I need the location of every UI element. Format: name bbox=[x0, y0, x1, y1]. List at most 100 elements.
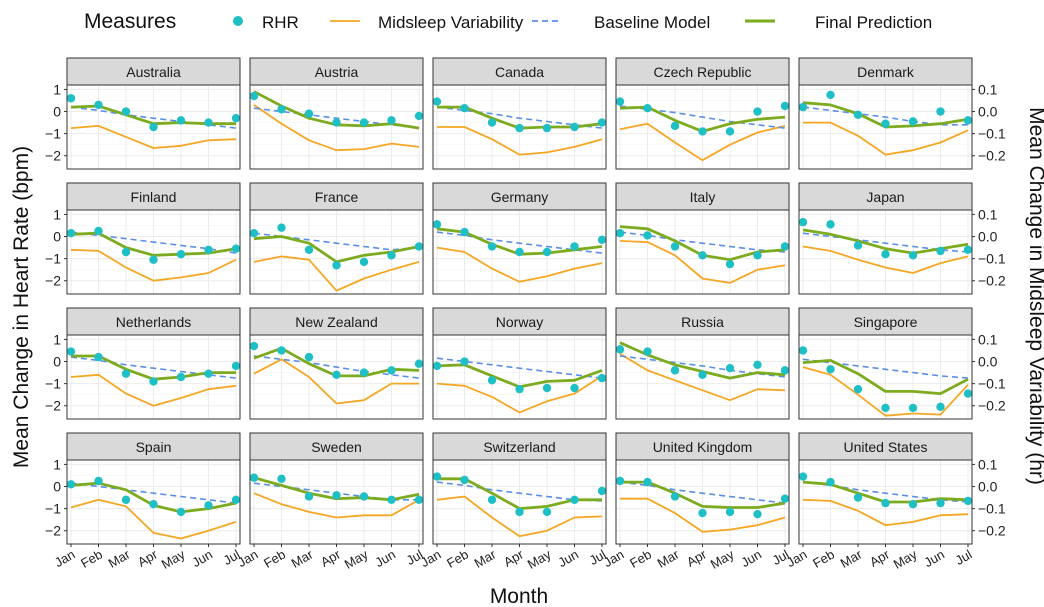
facet-strip bbox=[432, 182, 607, 211]
x-tick-label: Apr bbox=[501, 546, 527, 569]
series-baseline-model bbox=[70, 106, 237, 129]
y-tick-label-right: 0.0 bbox=[978, 479, 998, 495]
series-baseline-model bbox=[253, 232, 420, 251]
rhr-point-jul bbox=[414, 359, 424, 368]
rhr-point-may bbox=[542, 247, 552, 257]
rhr-point-jul bbox=[414, 111, 424, 121]
panel-border bbox=[432, 84, 607, 170]
x-tick-label: May bbox=[342, 546, 371, 572]
series-midsleep-variability bbox=[70, 248, 237, 282]
rhr-point-jun bbox=[570, 495, 579, 504]
rhr-point-mar bbox=[121, 247, 131, 257]
series-final-prediction bbox=[802, 358, 969, 396]
facet-strip bbox=[249, 432, 424, 461]
series-midsleep-variability bbox=[802, 498, 969, 527]
x-tick-label: Apr bbox=[684, 546, 710, 569]
panel-italy: Italy bbox=[615, 182, 790, 295]
y-tick-label-right: 0.1 bbox=[978, 81, 998, 97]
y-axis-title-left: Mean Change in Heart Rate (bpm) bbox=[10, 146, 33, 468]
y-tick-label-right: 0.1 bbox=[978, 331, 998, 347]
facet-strip bbox=[66, 182, 241, 211]
rhr-point-feb bbox=[643, 347, 652, 356]
series-midsleep-variability bbox=[436, 375, 603, 414]
rhr-point-jan bbox=[798, 102, 808, 112]
rhr-point-mar bbox=[670, 121, 680, 131]
rhr-point-jun bbox=[204, 118, 213, 127]
legend-label-midsleep-variability: Midsleep Variability bbox=[378, 13, 524, 32]
rhr-point-apr bbox=[515, 384, 524, 394]
series-baseline-model bbox=[253, 107, 420, 129]
facet-strip bbox=[798, 307, 973, 336]
rhr-point-jul bbox=[780, 101, 790, 111]
rhr-point-feb bbox=[94, 226, 103, 236]
rhr-point-jan bbox=[66, 347, 76, 356]
facet-strip bbox=[798, 432, 973, 461]
x-tick-label: May bbox=[525, 546, 554, 572]
y-tick-label-left: −2 bbox=[45, 273, 61, 289]
rhr-point-jan bbox=[615, 476, 625, 486]
x-tick-label: Jul bbox=[770, 547, 792, 568]
rhr-point-apr bbox=[149, 500, 158, 509]
rhr-point-may bbox=[176, 250, 186, 259]
x-tick-label: Feb bbox=[627, 547, 654, 571]
rhr-point-feb bbox=[94, 100, 103, 110]
panel-canada: Canada bbox=[432, 57, 607, 170]
rhr-point-jan bbox=[432, 361, 442, 371]
rhr-point-jun bbox=[570, 383, 579, 393]
rhr-point-jan bbox=[798, 472, 808, 481]
rhr-point-jan bbox=[798, 346, 808, 355]
rhr-point-may bbox=[908, 403, 918, 413]
rhr-point-jul bbox=[780, 366, 790, 375]
series-midsleep-variability bbox=[253, 358, 419, 405]
rhr-point-mar bbox=[670, 242, 680, 251]
facet-title: Japan bbox=[866, 189, 904, 205]
rhr-point-jan bbox=[249, 229, 259, 238]
panel-norway: Norway bbox=[432, 307, 607, 420]
rhr-point-jun bbox=[387, 116, 396, 125]
rhr-point-feb bbox=[460, 357, 469, 366]
rhr-point-jan bbox=[66, 229, 76, 238]
facet-strip bbox=[615, 57, 790, 86]
series-midsleep-variability bbox=[70, 498, 237, 540]
rhr-point-jul bbox=[231, 495, 241, 504]
legend: Measures RHR Midsleep Variability Baseline … bbox=[84, 10, 932, 33]
x-tick-label: Jun bbox=[372, 547, 398, 570]
y-tick-label-left: −2 bbox=[45, 148, 61, 164]
rhr-point-mar bbox=[487, 118, 497, 127]
rhr-point-mar bbox=[304, 352, 314, 362]
rhr-point-jul bbox=[597, 235, 607, 245]
facet-title: Canada bbox=[495, 64, 544, 80]
rhr-point-apr bbox=[881, 403, 890, 413]
panel-germany: Germany bbox=[432, 182, 607, 295]
rhr-point-jul bbox=[414, 242, 424, 251]
series-midsleep-variability bbox=[70, 373, 237, 407]
rhr-point-jan bbox=[66, 480, 76, 489]
rhr-point-apr bbox=[332, 370, 341, 379]
series-midsleep-variability bbox=[253, 492, 420, 519]
x-tick-label: Mar bbox=[655, 546, 682, 571]
x-tick-label: Mar bbox=[838, 546, 865, 571]
panel-japan: Japan 0.1 0.0 −0.1 −0.2 bbox=[798, 182, 1006, 295]
rhr-point-apr bbox=[515, 507, 524, 517]
rhr-point-mar bbox=[121, 369, 131, 378]
y-tick-label-right: −0.1 bbox=[978, 126, 1006, 142]
rhr-point-jul bbox=[963, 496, 973, 506]
y-tick-label-left: −1 bbox=[45, 501, 61, 517]
rhr-point-may bbox=[725, 363, 735, 373]
y-tick-label-left: 1 bbox=[53, 206, 61, 222]
rhr-point-jul bbox=[597, 486, 607, 496]
rhr-point-feb bbox=[94, 476, 103, 486]
rhr-point-apr bbox=[149, 255, 158, 264]
rhr-point-jul bbox=[597, 118, 607, 127]
x-axis-title: Month bbox=[490, 585, 548, 607]
x-tick-label: May bbox=[159, 546, 188, 572]
rhr-point-apr bbox=[149, 377, 158, 386]
series-midsleep-variability bbox=[619, 353, 786, 402]
y-tick-label-left: 0 bbox=[53, 104, 61, 120]
rhr-point-jul bbox=[231, 113, 241, 123]
panel-united-states: United States 0.1 0.0 −0.1 −0.2 Jan Feb Mar AprM… bbox=[784, 432, 1006, 572]
rhr-point-mar bbox=[487, 242, 497, 251]
rhr-point-jun bbox=[753, 509, 762, 519]
series-midsleep-variability bbox=[803, 121, 969, 156]
rhr-point-mar bbox=[304, 109, 314, 118]
